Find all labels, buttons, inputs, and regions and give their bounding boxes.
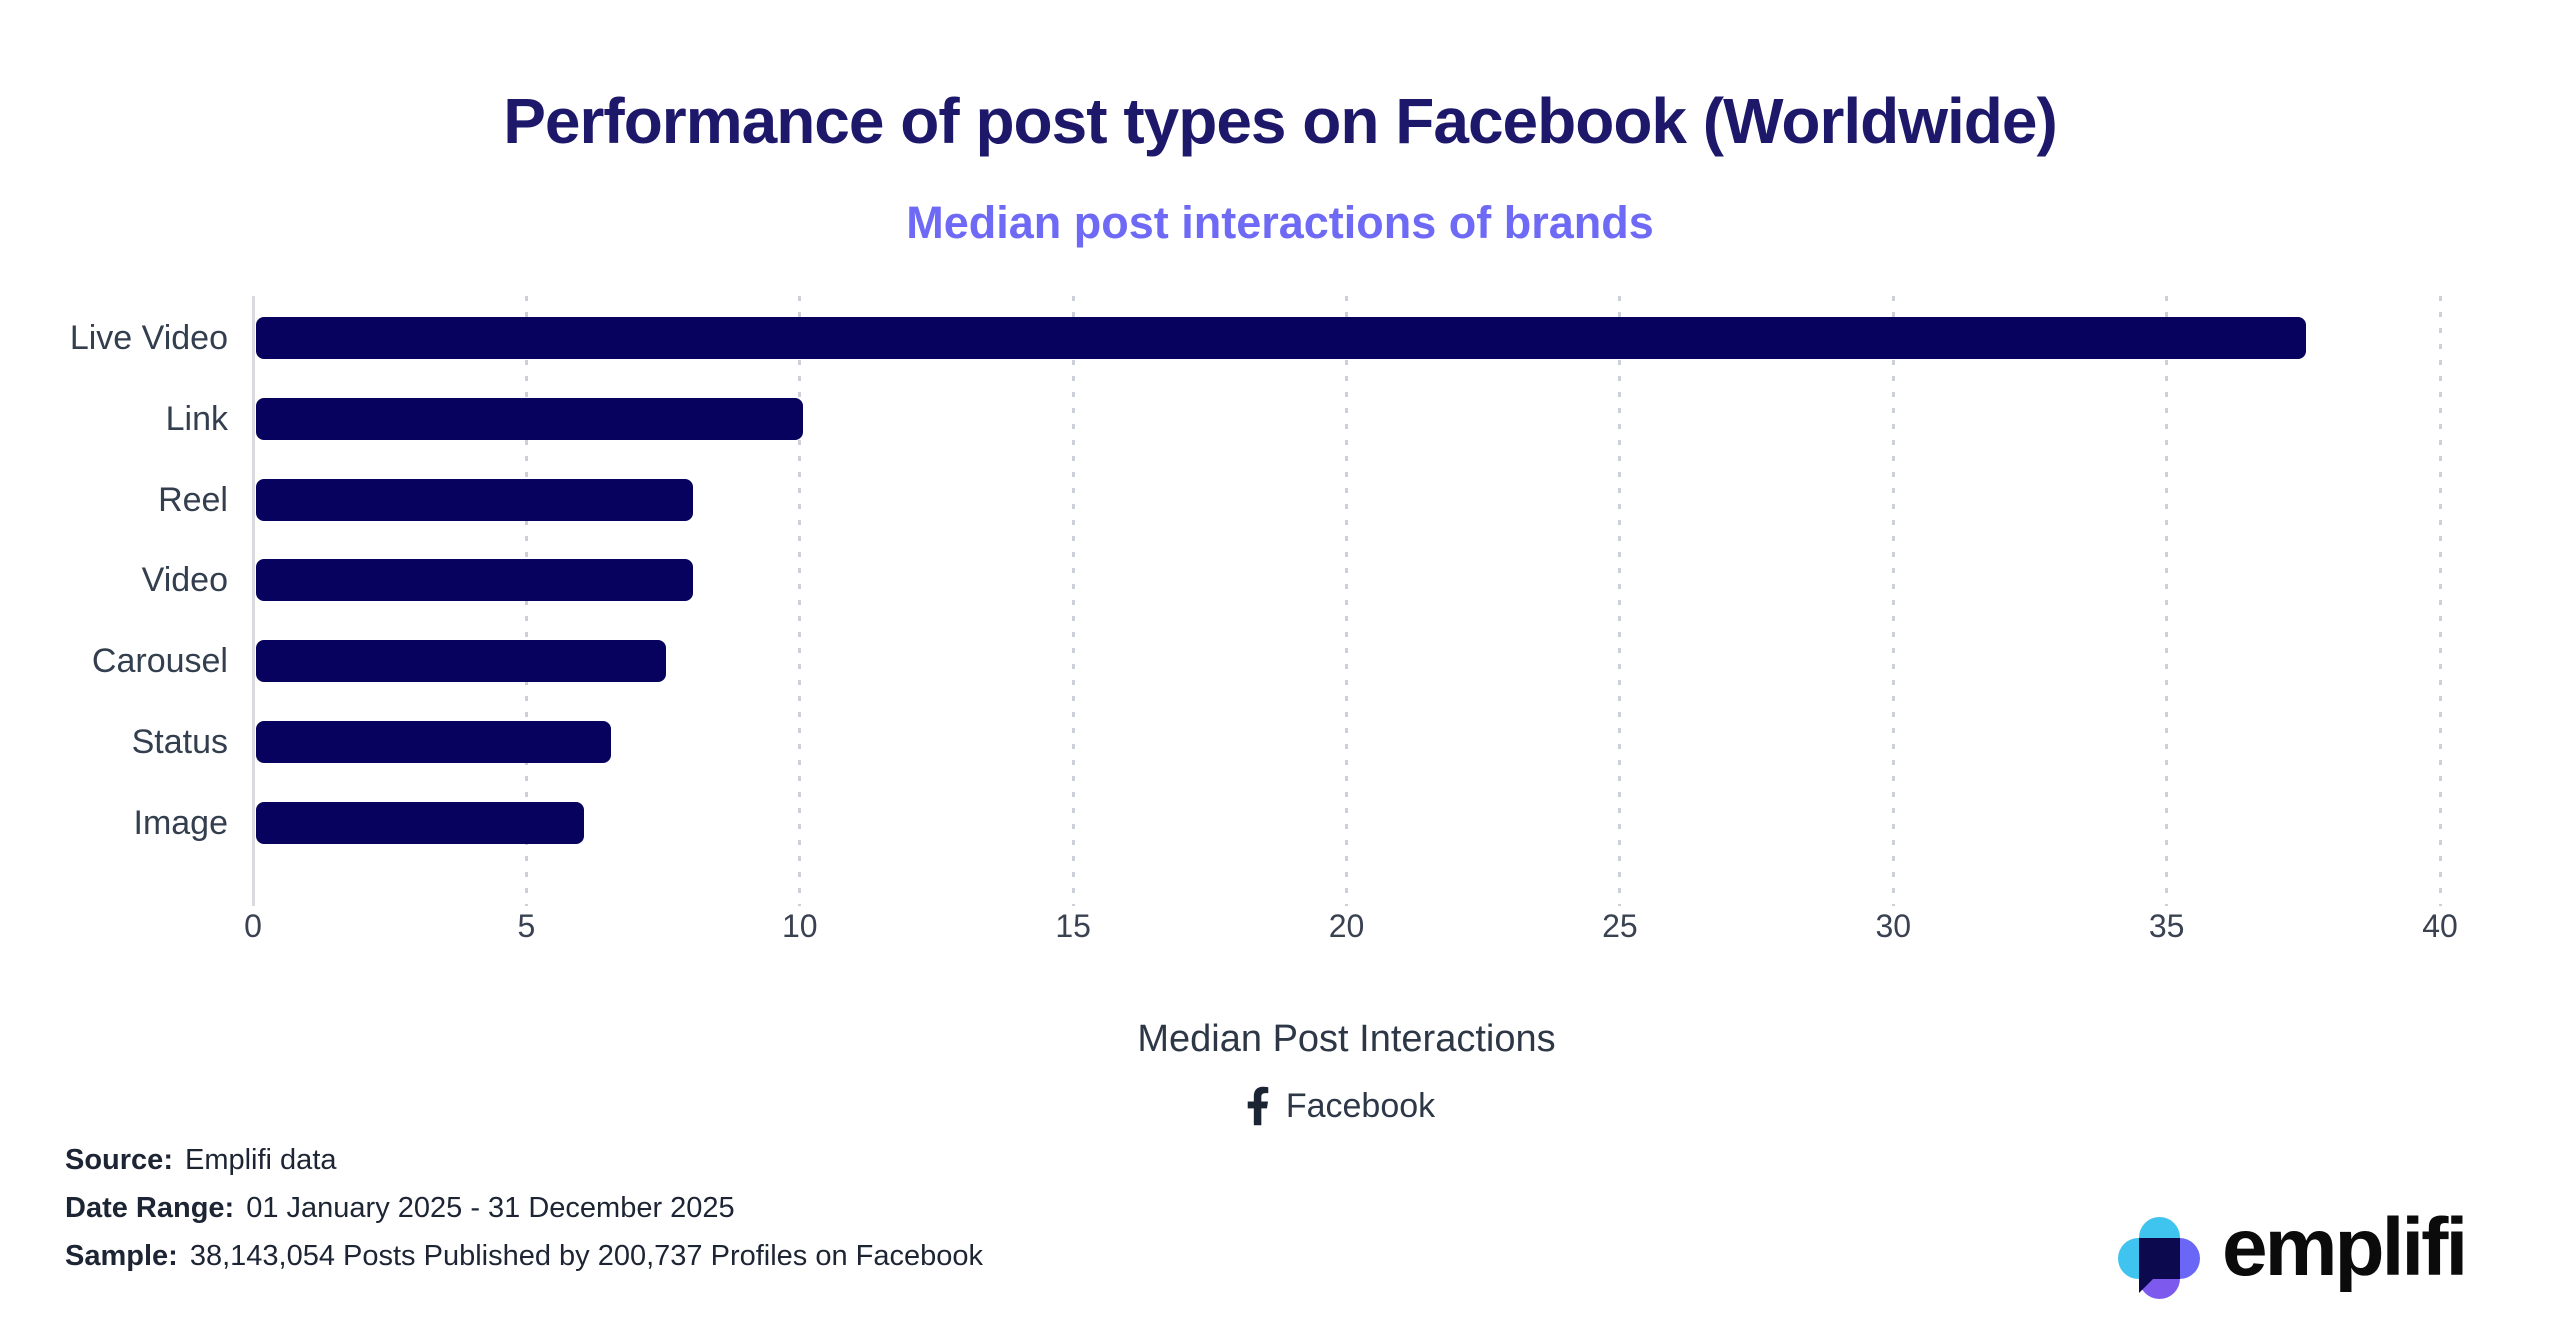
bar-image	[256, 801, 585, 844]
x-tick-35: 35	[2148, 908, 2185, 944]
y-label-live-video: Live Video	[69, 319, 228, 357]
x-tick-30: 30	[1875, 908, 1912, 944]
bar-reel	[256, 478, 694, 521]
source-value: Emplifi data	[184, 1144, 337, 1176]
y-label-link: Link	[165, 399, 228, 438]
network-caption: Facebook	[1041, 1086, 1641, 1126]
source-label: Source:	[65, 1144, 173, 1176]
x-tick-10: 10	[781, 908, 818, 944]
gridline-20	[1345, 296, 1348, 906]
emplifi-logo: emplifi	[2118, 1202, 2538, 1325]
emplifi-logo-text: emplifi	[2222, 1202, 2468, 1293]
x-tick-15: 15	[1055, 908, 1091, 944]
x-tick-40: 40	[2422, 908, 2458, 944]
logo-center-square	[2138, 1237, 2180, 1279]
gridline-10	[798, 296, 802, 906]
gridline-30	[1891, 296, 1895, 906]
facebook-icon	[1247, 1086, 1269, 1126]
gridline-15	[1071, 296, 1075, 906]
plot-area	[251, 296, 2442, 906]
y-label-reel: Reel	[158, 480, 228, 519]
footer-date-range: Date Range: 01 January 2025 - 31 December…	[65, 1184, 983, 1232]
network-label: Facebook	[1285, 1086, 1436, 1125]
y-axis-line	[251, 296, 255, 906]
gridline-35	[2165, 296, 2169, 906]
date-range-label: Date Range:	[65, 1192, 235, 1224]
x-tick-0: 0	[244, 908, 262, 944]
bar-status	[256, 721, 612, 763]
bar-carousel	[256, 640, 667, 683]
x-tick-25: 25	[1602, 908, 1638, 944]
date-range-value: 01 January 2025 - 31 December 2025	[246, 1192, 735, 1224]
gridline-40	[2438, 296, 2442, 906]
x-tick-20: 20	[1328, 908, 1365, 944]
x-tick-5: 5	[517, 908, 536, 944]
emplifi-logo-mark-icon	[2118, 1217, 2200, 1299]
y-label-carousel: Carousel	[91, 642, 228, 681]
y-label-status: Status	[131, 723, 228, 761]
footer-sample: Sample: 38,143,054 Posts Published by 200…	[65, 1232, 983, 1280]
bar-link	[256, 397, 803, 440]
bar-live-video	[256, 317, 2307, 359]
sample-value: 38,143,054 Posts Published by 200,737 Pr…	[189, 1240, 984, 1272]
gridline-25	[1618, 296, 1622, 906]
sample-label: Sample:	[65, 1240, 178, 1272]
y-label-video: Video	[141, 561, 228, 600]
y-label-image: Image	[133, 803, 229, 842]
x-axis-title: Median Post Interactions	[1137, 1018, 1556, 1060]
chart-title: Performance of post types on Facebook (W…	[503, 85, 2058, 157]
bar-video	[256, 559, 694, 602]
footer-source: Source: Emplifi data	[65, 1136, 983, 1184]
chart-subtitle: Median post interactions of brands	[906, 197, 1654, 248]
logo-speech-tail	[2138, 1278, 2154, 1293]
footer-notes: Source: Emplifi data Date Range: 01 Januar…	[65, 1136, 983, 1280]
